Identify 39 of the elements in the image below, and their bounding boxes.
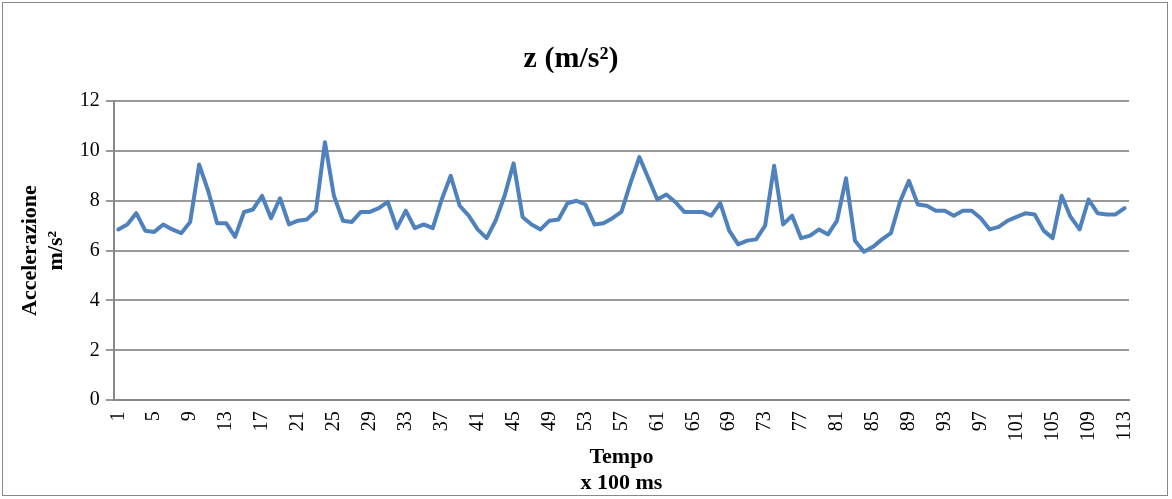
x-tick-label: 77 <box>788 411 811 432</box>
x-tick-label: 13 <box>213 411 236 432</box>
x-tick-label: 41 <box>464 411 487 432</box>
x-tick-label: 93 <box>932 411 955 432</box>
y-tick-label: 10 <box>79 138 100 161</box>
y-tick-label: 12 <box>79 88 100 111</box>
x-tick-label: 89 <box>896 411 919 432</box>
x-tick-label: 97 <box>968 411 991 432</box>
x-tick-label: 17 <box>249 411 272 432</box>
x-tick-label: 65 <box>680 411 703 432</box>
x-tick-label: 1 <box>105 411 128 422</box>
x-tick-label: 85 <box>860 411 883 432</box>
x-tick-label: 37 <box>428 411 451 432</box>
x-tick-label: 73 <box>752 411 775 432</box>
x-tick-label: 53 <box>572 411 595 432</box>
x-tick-label: 49 <box>536 411 559 432</box>
x-tick-label: 21 <box>285 411 308 432</box>
chart-title: z (m/s²) <box>523 39 619 74</box>
x-tick-label: 61 <box>644 411 667 432</box>
x-tick-label: 57 <box>608 411 631 432</box>
x-tick-label: 81 <box>824 411 847 432</box>
x-tick-label: 45 <box>500 411 523 432</box>
y-axis-title: Accelerazione m/s² <box>15 185 68 316</box>
x-tick-label: 25 <box>321 411 344 432</box>
x-tick-label: 105 <box>1039 411 1062 442</box>
x-tick-label: 113 <box>1111 411 1134 441</box>
x-axis-title: Tempo x 100 ms <box>580 443 663 495</box>
x-tick-label: 29 <box>357 411 380 432</box>
y-tick-label: 6 <box>89 237 100 260</box>
y-tick-label: 8 <box>89 187 100 210</box>
x-tick-label: 33 <box>393 411 416 432</box>
y-tick-label: 0 <box>89 387 100 410</box>
x-tick-label: 5 <box>141 411 164 422</box>
x-tick-label: 101 <box>1003 411 1026 442</box>
x-tick-label: 69 <box>716 411 739 432</box>
x-tick-label: 109 <box>1075 411 1098 442</box>
y-tick-label: 4 <box>89 287 100 310</box>
x-tick-label: 9 <box>177 411 200 422</box>
y-tick-label: 2 <box>89 337 100 360</box>
